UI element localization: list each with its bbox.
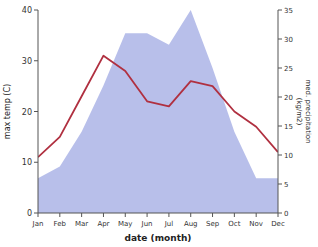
x-tick-label: Apr — [97, 220, 109, 228]
y2-tick-label: 15 — [284, 123, 293, 131]
y-tick — [34, 60, 38, 61]
x-tick-label: May — [118, 220, 132, 228]
x-tick — [212, 213, 213, 217]
x-tick-label: Sep — [206, 220, 220, 228]
x-tick-label: Mar — [75, 220, 88, 228]
x-tick — [38, 213, 39, 217]
x-tick-label: Oct — [228, 220, 240, 228]
x-tick — [278, 213, 279, 217]
y2-tick-label: 0 — [284, 210, 288, 218]
y-tick-label: 0 — [27, 209, 32, 218]
x-axis-line — [38, 213, 278, 214]
x-tick — [81, 213, 82, 217]
x-tick-label: Nov — [249, 220, 263, 228]
y-tick-label: 10 — [22, 158, 32, 167]
x-tick-label: Dec — [271, 220, 285, 228]
y2-tick — [278, 68, 282, 69]
x-tick — [59, 213, 60, 217]
y-tick — [34, 111, 38, 112]
x-axis-label: date (month) — [125, 233, 192, 243]
x-tick — [168, 213, 169, 217]
y2-axis-line — [278, 10, 279, 213]
y2-tick — [278, 126, 282, 127]
x-tick — [103, 213, 104, 217]
y2-tick — [278, 155, 282, 156]
background — [0, 0, 318, 247]
y2-tick — [278, 39, 282, 40]
y-tick-label: 20 — [22, 108, 32, 117]
y2-tick-label: 20 — [284, 94, 293, 102]
y2-tick-label: 25 — [284, 65, 293, 73]
y2-tick — [278, 97, 282, 98]
y2-tick-label: 30 — [284, 36, 293, 44]
x-tick — [147, 213, 148, 217]
x-tick-label: Aug — [184, 220, 198, 228]
y2-axis-label: med. precipitation(kg/m2) — [295, 79, 312, 143]
y-tick — [34, 213, 38, 214]
y2-tick — [278, 10, 282, 11]
y-tick — [34, 10, 38, 11]
chart: 0 10 20 30 40 0 5 10 15 20 25 30 35 Jan Feb Mar Apr May Ju… — [0, 0, 318, 247]
chart-container: 0 10 20 30 40 0 5 10 15 20 25 30 35 Jan Feb Mar Apr May Ju… — [0, 0, 318, 247]
y-axis-label: max temp (C) — [3, 84, 12, 139]
x-tick — [190, 213, 191, 217]
precipitation-area — [38, 10, 278, 213]
plot-area — [38, 10, 278, 213]
x-tick — [234, 213, 235, 217]
y2-tick — [278, 184, 282, 185]
y2-tick-label: 10 — [284, 152, 293, 160]
x-tick — [256, 213, 257, 217]
x-tick-label: Jun — [141, 220, 153, 228]
x-tick — [125, 213, 126, 217]
y-tick — [34, 162, 38, 163]
y2-tick — [278, 213, 282, 214]
y-tick-label: 30 — [22, 57, 32, 66]
y-tick-label: 40 — [22, 6, 32, 15]
y2-tick-label: 35 — [284, 7, 293, 15]
x-tick-label: Jan — [32, 220, 44, 228]
temperature-line — [38, 56, 278, 158]
y2-tick-label: 5 — [284, 181, 288, 189]
x-tick-label: Feb — [54, 220, 67, 228]
x-tick-label: Jul — [164, 220, 174, 228]
